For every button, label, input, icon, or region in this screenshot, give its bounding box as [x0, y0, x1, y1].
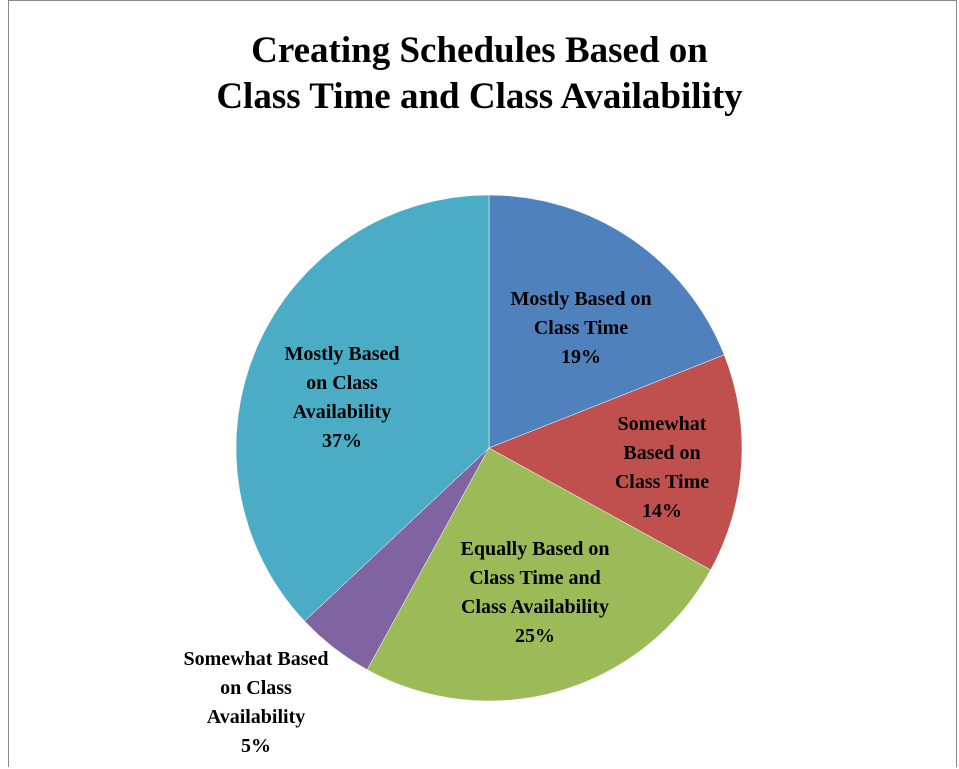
slice-label: Equally Based on Class Time and Class Av… [460, 535, 610, 651]
pie-slice [488, 194, 725, 449]
slice-category: Mostly Based on Class Availability [284, 343, 400, 423]
slice-value: 5% [241, 735, 271, 757]
slice-value: 19% [561, 346, 601, 368]
pie-slice [488, 354, 743, 571]
slice-value: 37% [322, 430, 362, 452]
slice-label: Somewhat Based on Class Availability 5% [182, 645, 330, 761]
slice-category: Mostly Based on Class Time [510, 288, 652, 339]
slice-value: 25% [515, 625, 555, 647]
chart-title: Creating Schedules Based on Class Time a… [216, 30, 743, 117]
slice-value: 14% [642, 500, 682, 522]
slice-category: Equally Based on Class Time and Class Av… [460, 538, 610, 618]
chart-frame [8, 0, 957, 767]
slice-label: Mostly Based on Class Availability 37% [276, 340, 408, 456]
slice-category: Somewhat Based on Class Availability [183, 648, 329, 728]
slice-label: Somewhat Based on Class Time 14% [606, 410, 718, 526]
slice-category: Somewhat Based on Class Time [614, 413, 710, 493]
pie-slice [366, 447, 712, 702]
pie-slice [235, 194, 490, 622]
slice-label: Mostly Based on Class Time 19% [506, 285, 656, 372]
